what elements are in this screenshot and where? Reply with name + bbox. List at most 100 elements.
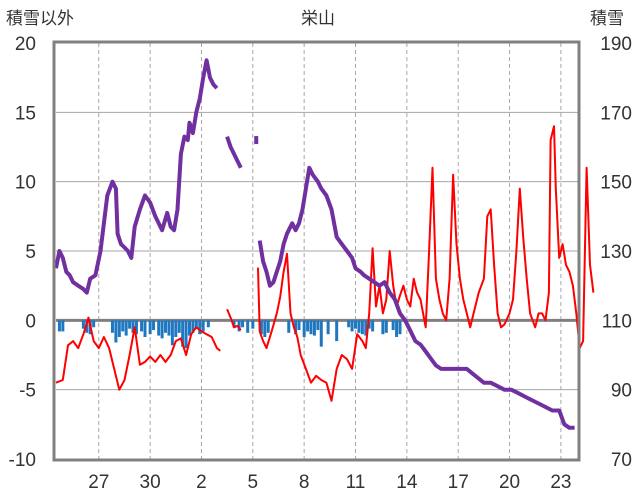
x-tick-label: 23 — [550, 472, 571, 493]
precip-bar — [81, 320, 85, 329]
precip-bar — [395, 320, 399, 337]
x-tick-label: 11 — [346, 472, 366, 493]
precip-bar — [398, 320, 402, 335]
precip-bar — [232, 320, 236, 328]
precip-bar — [266, 320, 270, 333]
left-tick-label: 20 — [15, 34, 36, 55]
precip-bar — [259, 320, 263, 335]
precip-bar — [164, 320, 168, 333]
precip-bar — [294, 320, 298, 335]
precip-bar — [92, 320, 96, 328]
temperature-line — [226, 308, 242, 331]
precip-bar — [128, 320, 132, 329]
precip-bar — [312, 320, 316, 336]
precip-bar — [177, 320, 181, 333]
precip-bar — [148, 320, 152, 335]
precip-bar — [297, 320, 301, 331]
left-tick-label: 0 — [25, 311, 36, 332]
x-tick-label: 17 — [448, 472, 469, 493]
precip-bar — [241, 320, 245, 328]
temperature-line — [257, 125, 595, 402]
x-tick-label: 27 — [88, 472, 109, 493]
right-tick-label: 130 — [600, 242, 632, 263]
precip-bar — [326, 320, 330, 335]
precip-bar — [251, 320, 255, 329]
precip-bar — [316, 320, 320, 331]
precip-bar — [187, 320, 191, 336]
precip-bar — [384, 320, 388, 333]
precip-bar — [143, 320, 147, 337]
chart-title: 栄山 — [301, 9, 335, 29]
precip-bar — [85, 320, 89, 333]
x-tick-label: 14 — [396, 472, 418, 493]
left-tick-label: -10 — [9, 450, 36, 471]
precip-bar — [306, 320, 310, 332]
precip-bar — [174, 320, 178, 337]
x-tick-label: 2 — [196, 472, 207, 493]
right-tick-label: 150 — [600, 173, 632, 194]
precip-bar — [391, 320, 395, 331]
precip-bar — [237, 320, 241, 332]
right-tick-label: 190 — [600, 34, 632, 55]
precip-bar — [117, 320, 121, 337]
precip-bar — [371, 320, 375, 332]
right-tick-label: 90 — [611, 381, 632, 402]
precip-bar — [357, 320, 361, 333]
precip-bar — [124, 320, 128, 336]
precip-bar — [170, 320, 174, 346]
temperature-line — [55, 316, 221, 391]
precip-bar — [347, 320, 351, 328]
precip-bar — [140, 320, 144, 332]
precip-bar — [335, 320, 339, 342]
left-tick-label: -5 — [19, 381, 36, 402]
x-tick-label: 5 — [248, 472, 259, 493]
precip-bar — [114, 320, 118, 343]
left-tick-label: 5 — [25, 242, 36, 263]
precip-bar — [354, 320, 358, 329]
precip-bar — [191, 320, 195, 333]
precip-bar — [194, 320, 198, 329]
precip-bar — [131, 320, 135, 333]
precip-bar — [367, 320, 371, 329]
precip-bar — [319, 320, 323, 347]
precipitation-bars — [57, 320, 402, 349]
precip-bar — [181, 320, 185, 347]
precip-bar — [110, 320, 114, 333]
right-tick-label: 70 — [611, 450, 632, 471]
precip-bar — [157, 320, 161, 336]
right-axis-title: 積雪 — [590, 9, 624, 29]
precip-bar — [350, 320, 354, 332]
left-tick-label: 10 — [15, 173, 36, 194]
precip-bar — [198, 320, 202, 335]
gridlines — [56, 43, 578, 459]
x-tick-label: 30 — [140, 472, 161, 493]
snow-depth-line — [257, 165, 575, 430]
left-axis-title: 積雪以外 — [6, 9, 74, 29]
snow-depth-line — [54, 58, 219, 295]
right-tick-label: 110 — [602, 311, 632, 332]
plot-frame — [52, 40, 581, 462]
precip-bar — [287, 320, 291, 333]
precip-bar — [134, 320, 138, 335]
tick-labels: 20 15 10 5 0 -5 -10 190 170 150 130 110 90 70 27 30 2 5 8 1… — [9, 34, 632, 493]
x-tick-label: 8 — [299, 472, 310, 493]
precip-bar — [206, 320, 210, 328]
left-tick-label: 15 — [15, 103, 36, 124]
precip-bar — [364, 320, 368, 336]
right-tick-label: 170 — [600, 103, 632, 124]
precip-bar — [263, 320, 267, 337]
x-tick-label: 20 — [499, 472, 520, 493]
precip-bar — [160, 320, 164, 339]
precip-bar — [309, 320, 313, 335]
precip-bar — [121, 320, 125, 332]
series-lines — [54, 58, 595, 430]
precip-bar — [246, 320, 250, 333]
precip-bar — [302, 320, 306, 337]
snow-depth-point — [254, 136, 259, 145]
precip-bar — [57, 320, 61, 332]
precip-bar — [61, 320, 65, 332]
precip-bar — [201, 320, 205, 332]
precip-bar — [381, 320, 385, 335]
precip-bar — [167, 320, 171, 336]
